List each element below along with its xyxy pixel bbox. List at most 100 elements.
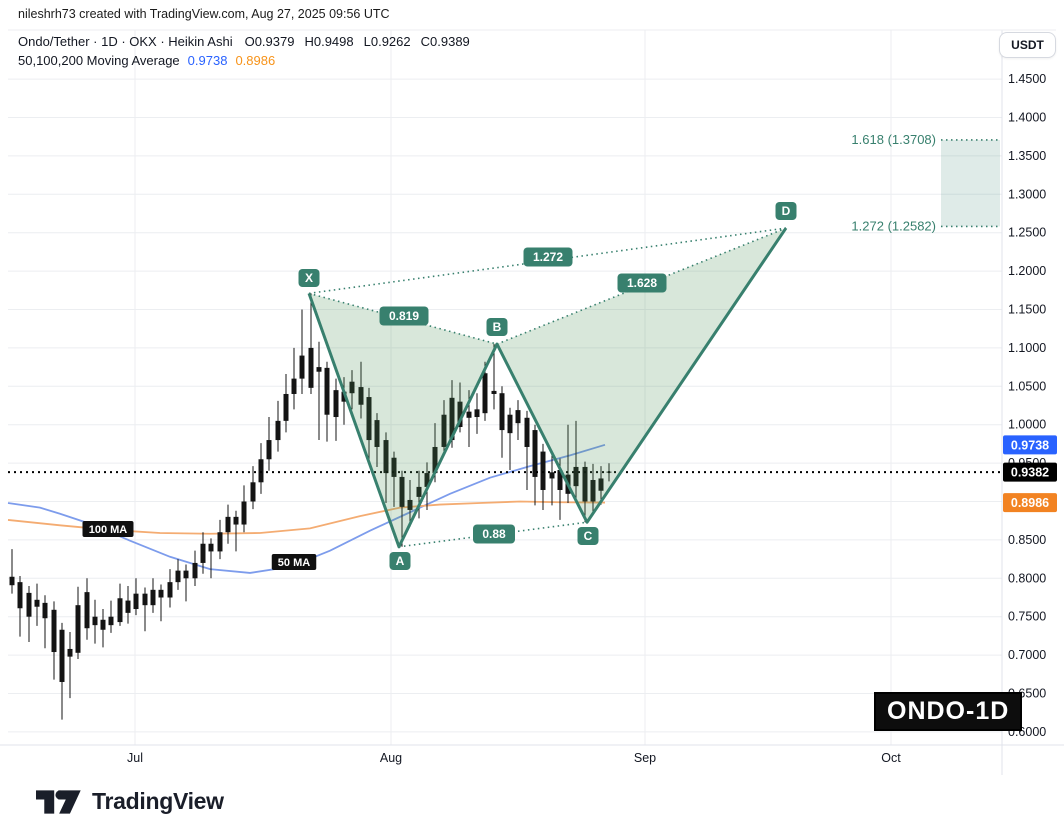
candle-body <box>225 516 231 533</box>
candle-body <box>125 600 131 613</box>
price-badge <box>1003 493 1057 513</box>
moving-average-lines[interactable] <box>7 443 606 574</box>
price-axis-label: 0.7000 <box>1008 648 1046 662</box>
ma50-value: 0.9738 <box>187 53 228 68</box>
price-axis-label: 1.1000 <box>1008 341 1046 355</box>
candle-body <box>150 589 156 606</box>
candle-body <box>117 598 123 623</box>
price-axis-label: 1.0000 <box>1008 418 1046 432</box>
pattern-point-label-text: B <box>493 320 502 334</box>
ohlc-close: C0.9389 <box>420 34 470 49</box>
candle-body <box>391 457 397 477</box>
tradingview-logo[interactable]: TradingView <box>36 788 224 815</box>
candle-body <box>17 582 23 609</box>
candle-body <box>175 570 181 583</box>
price-axis-label: 1.4000 <box>1008 111 1046 125</box>
ma-indicator-title[interactable]: 50,100,200 Moving Average <box>18 53 180 68</box>
ma-badge <box>82 521 134 537</box>
ohlc-low: L0.9262 <box>363 34 411 49</box>
ohlc-high: H0.9498 <box>304 34 354 49</box>
candle-body <box>474 409 480 418</box>
candle-body <box>84 592 90 629</box>
candle-body <box>374 420 380 447</box>
candle-body <box>349 381 355 394</box>
pattern-point-label-text: C <box>584 529 593 543</box>
fib-zone <box>941 139 1000 227</box>
ma-badge-text: 100 MA <box>89 524 128 536</box>
pattern-point-label-text: X <box>305 271 313 285</box>
candle-body <box>573 466 579 487</box>
price-axis-label: 0.8500 <box>1008 533 1046 547</box>
candle-body <box>142 593 148 606</box>
candle-body <box>407 499 413 510</box>
currency-unit-button[interactable]: USDT <box>999 32 1056 58</box>
candlesticks[interactable] <box>9 293 612 720</box>
candle-body <box>424 473 430 487</box>
time-axis-label: Jul <box>127 751 143 765</box>
xabcd-pattern-tool[interactable]: X A B C D 0.819 0.88 1.272 1.628 <box>298 202 797 570</box>
price-chart-canvas[interactable]: 1.618 (1.3708) 1.272 (1.2582) X A B C D 0.819 0.… <box>0 0 1064 775</box>
gridlines <box>8 30 1002 745</box>
price-axis-label: 1.4500 <box>1008 72 1046 86</box>
pattern-point-label <box>775 202 797 220</box>
price-axis-label: 1.2000 <box>1008 264 1046 278</box>
candle-body <box>383 440 389 474</box>
candle-body <box>466 411 472 418</box>
candle-body <box>416 486 422 497</box>
candle-body <box>449 397 455 441</box>
ma-line <box>7 443 606 574</box>
pattern-ratio-label <box>617 273 667 293</box>
candle-body <box>457 401 463 428</box>
candle-body <box>291 378 297 394</box>
chart-legend: Ondo/Tether · 1D · OKX · Heikin Ashi O0.… <box>18 34 480 69</box>
candle-body <box>507 414 513 434</box>
candle-body <box>557 470 563 490</box>
time-axis[interactable]: Jul Aug Sep Oct <box>127 751 901 765</box>
candle-body <box>399 476 405 507</box>
candle-body <box>258 459 264 483</box>
candle-body <box>92 616 98 626</box>
candle-body <box>217 532 223 552</box>
ma100-value: 0.8986 <box>235 53 276 68</box>
pattern-ratio-label <box>379 306 429 326</box>
pattern-ratio-label-text: 0.88 <box>482 527 506 541</box>
candle-body <box>341 391 347 402</box>
candle-body <box>432 446 438 474</box>
ohlc-open: O0.9379 <box>244 34 295 49</box>
pattern-ratio-label <box>473 524 515 544</box>
candle-body <box>266 440 272 460</box>
price-axis-badges: 0.9738 0.9382 0.8986 <box>1003 435 1057 513</box>
candle-body <box>540 451 546 490</box>
pattern-point-label <box>389 552 411 570</box>
candle-body <box>233 516 239 525</box>
pattern-point-label <box>486 318 508 336</box>
candle-body <box>192 562 198 579</box>
pattern-point-label <box>298 269 320 287</box>
candle-body <box>524 417 530 447</box>
ma-badge-text: 50 MA <box>278 557 310 569</box>
candle-body <box>167 582 173 598</box>
price-badge-text: 0.9382 <box>1011 466 1049 480</box>
time-axis-label: Sep <box>634 751 656 765</box>
candle-body <box>324 367 330 415</box>
attribution-text: nileshrh73 created with TradingView.com,… <box>18 7 390 21</box>
symbol-title[interactable]: Ondo/Tether · 1D · OKX · Heikin Ashi <box>18 34 233 49</box>
pattern-ratio-label-text: 1.628 <box>627 276 657 290</box>
pattern-fill <box>309 293 497 547</box>
candle-body <box>275 420 281 441</box>
candle-body <box>26 592 32 617</box>
watermark-badge: ONDO-1D <box>874 692 1023 731</box>
candle-body <box>482 373 488 414</box>
candle-body <box>183 570 189 579</box>
candle-body <box>200 543 206 563</box>
candle-body <box>108 616 114 626</box>
tradingview-logo-text: TradingView <box>92 788 224 814</box>
fib-level-label: 1.272 (1.2582) <box>851 218 936 233</box>
fib-level-label: 1.618 (1.3708) <box>851 132 936 147</box>
candle-body <box>34 599 40 607</box>
price-axis-label: 1.2500 <box>1008 226 1046 240</box>
price-axis-label: 0.8000 <box>1008 571 1046 585</box>
candle-body <box>299 355 305 379</box>
time-axis-label: Aug <box>380 751 402 765</box>
fib-extension-tool[interactable]: 1.618 (1.3708) 1.272 (1.2582) <box>851 132 1000 233</box>
